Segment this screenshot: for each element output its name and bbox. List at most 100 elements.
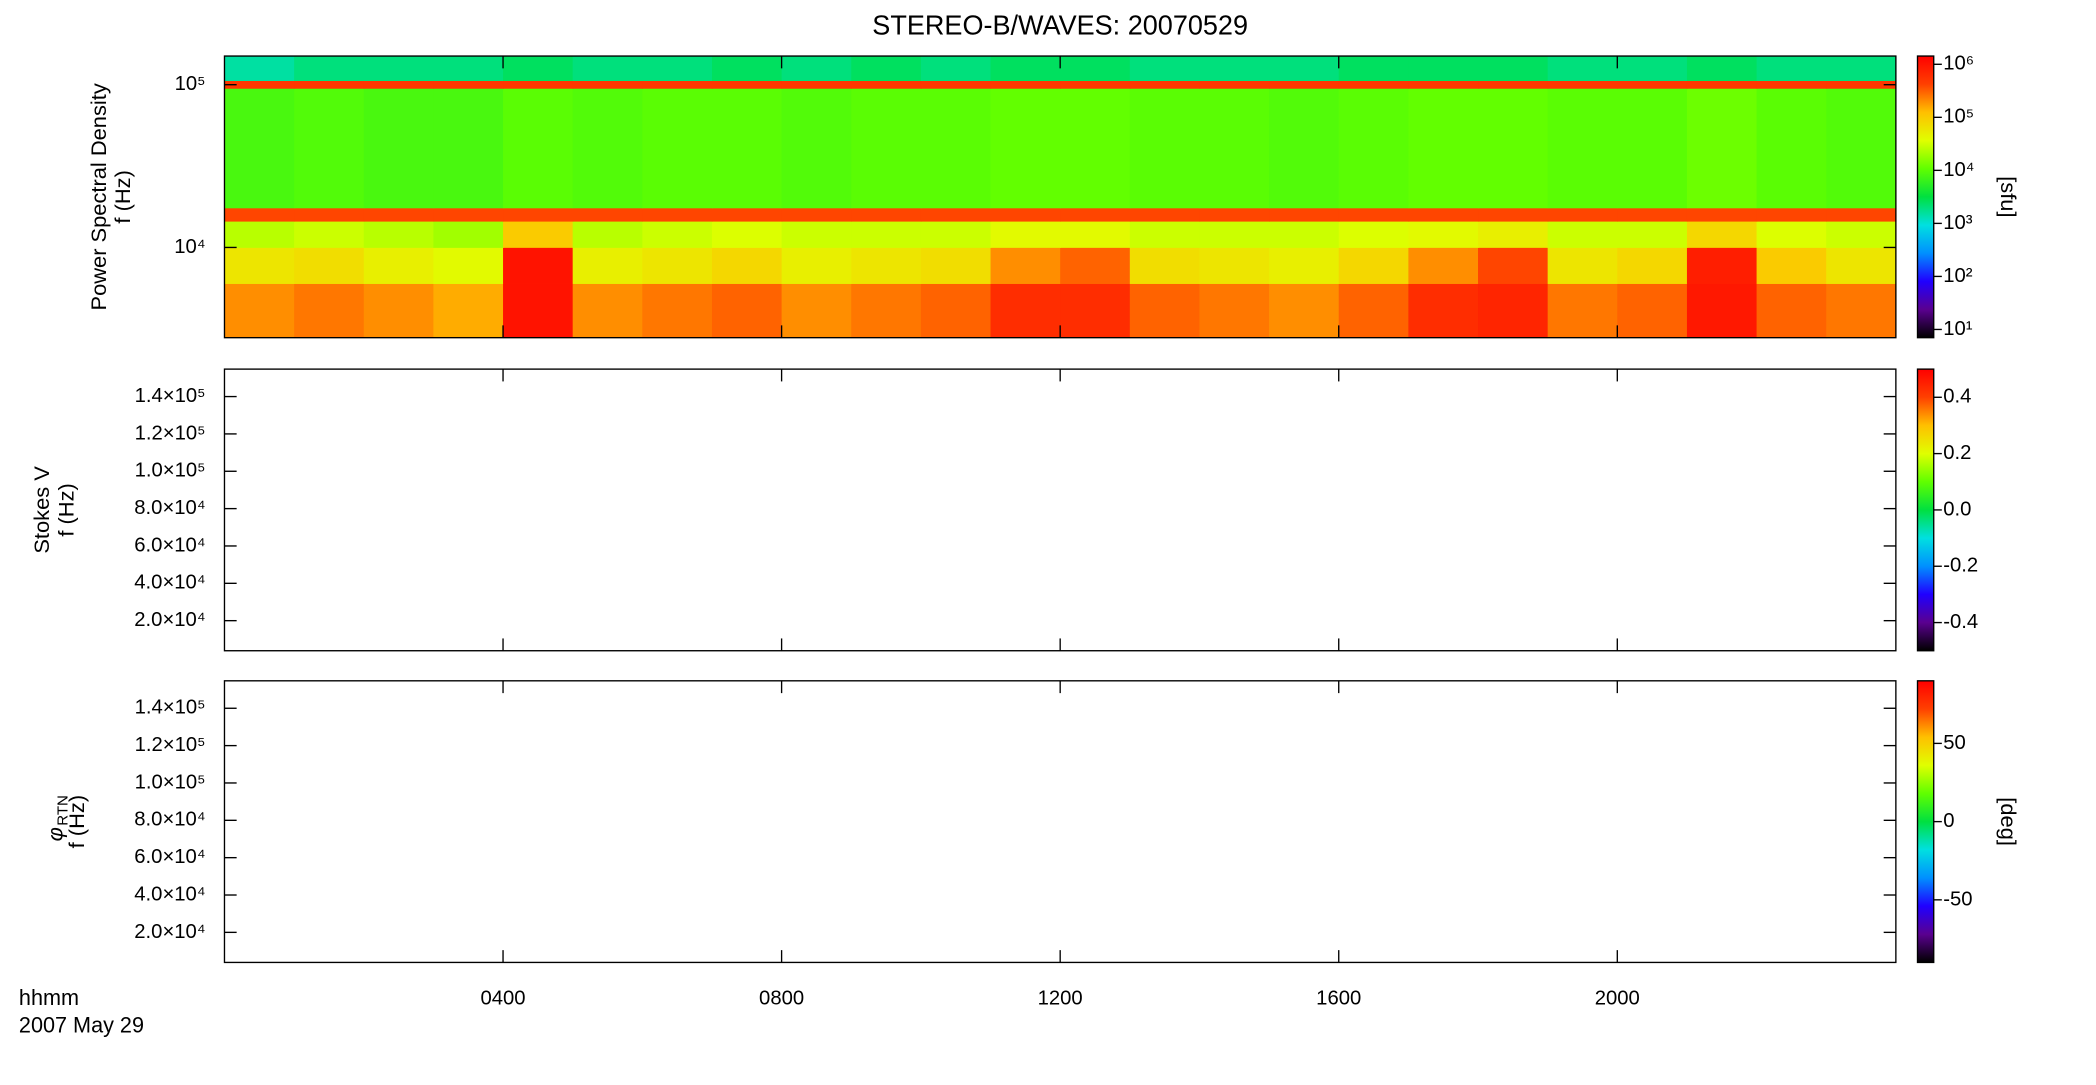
heatmap-cell: [1826, 247, 1897, 284]
x-tick-label: 0400: [480, 988, 525, 1010]
y-tick-label: 8.0×10⁴: [134, 809, 205, 831]
heatmap-cell: [642, 221, 713, 248]
heatmap-cell: [1338, 283, 1410, 339]
heatmap-cell: [363, 283, 435, 339]
heatmap-cell: [1547, 56, 1618, 81]
heatmap-cell: [1686, 207, 1758, 222]
heatmap-cell: [1686, 80, 1758, 89]
heatmap-cell: [572, 207, 643, 222]
heatmap-cell: [363, 80, 435, 89]
colorbar: [1916, 680, 1935, 964]
heatmap-cell: [1269, 80, 1340, 89]
heatmap-cell: [711, 88, 783, 209]
y-tick-label: 10⁵: [175, 73, 206, 95]
heatmap-cell: [1617, 207, 1688, 222]
heatmap-cell: [851, 207, 922, 222]
heatmap-cell: [1199, 80, 1270, 89]
heatmap-cell: [1826, 56, 1897, 81]
heatmap-cell: [1199, 247, 1270, 284]
heatmap-cell: [1547, 247, 1618, 284]
heatmap-cell: [503, 56, 574, 81]
heatmap-cell: [363, 221, 435, 248]
heatmap-cell: [1756, 88, 1827, 209]
heatmap-cell: [1478, 80, 1549, 89]
heatmap-cell: [503, 283, 574, 339]
heatmap-cell: [572, 283, 643, 339]
heatmap-cell: [224, 283, 295, 339]
heatmap-cell: [1129, 88, 1201, 209]
heatmap-cell: [572, 88, 643, 209]
heatmap-cell: [433, 283, 504, 339]
heatmap-cell: [920, 80, 992, 89]
heatmap-cell: [1686, 221, 1758, 248]
colorbar-tick-label: 10¹: [1943, 318, 1973, 340]
heatmap-cell: [1199, 207, 1270, 222]
heatmap-cell: [781, 80, 852, 89]
heatmap-cell: [1686, 56, 1758, 81]
heatmap-cell: [711, 283, 783, 339]
heatmap-cell: [1826, 221, 1897, 248]
heatmap-cell: [1478, 247, 1549, 284]
heatmap-cell: [781, 283, 852, 339]
heatmap-cell: [1269, 88, 1340, 209]
heatmap-cell: [1547, 221, 1618, 248]
heatmap-cell: [294, 207, 365, 222]
y-tick-label: 4.0×10⁴: [134, 572, 205, 594]
heatmap-cell: [1617, 283, 1688, 339]
heatmap-cell: [851, 88, 922, 209]
heatmap-cell: [503, 80, 574, 89]
heatmap-cell: [1617, 221, 1688, 248]
heatmap-cell: [711, 56, 783, 81]
heatmap-cell: [224, 207, 295, 222]
heatmap-cell: [1408, 247, 1479, 284]
heatmap-cell: [1826, 283, 1897, 339]
heatmap-cell: [1547, 283, 1618, 339]
heatmap-cell: [851, 283, 922, 339]
x-tick-label: 0800: [759, 988, 804, 1010]
y-axis-label-subscript: RTN: [55, 795, 72, 826]
heatmap-cell: [642, 88, 713, 209]
heatmap-cell: [711, 80, 783, 89]
colorbar-label: [deg]: [1996, 797, 2021, 846]
heatmap-cell: [1338, 221, 1410, 248]
heatmap-cell: [642, 247, 713, 284]
colorbar-tick-label: -50: [1943, 888, 1972, 910]
y-tick-label: 6.0×10⁴: [134, 846, 205, 868]
heatmap-cell: [1617, 247, 1688, 284]
y-tick-label: 1.4×10⁵: [135, 385, 206, 407]
colorbar-tick-label: -0.4: [1943, 611, 1978, 633]
chart-title: STEREO-B/WAVES: 20070529: [872, 9, 1248, 40]
heatmap-cell: [1129, 247, 1201, 284]
heatmap-cell: [990, 88, 1061, 209]
heatmap-cell: [1199, 88, 1270, 209]
heatmap-cell: [1686, 247, 1758, 284]
y-tick-label: 1.2×10⁵: [135, 734, 206, 756]
heatmap-cell: [294, 221, 365, 248]
heatmap-cell: [1478, 207, 1549, 222]
heatmap-cell: [920, 247, 992, 284]
heatmap-cell: [433, 80, 504, 89]
heatmap-cell: [224, 88, 295, 209]
y-tick-label: 1.2×10⁵: [135, 422, 206, 444]
heatmap-cell: [1060, 221, 1131, 248]
y-axis-label: f (Hz): [110, 170, 135, 223]
x-tick-label: 1200: [1038, 988, 1083, 1010]
heatmap-cell: [1338, 247, 1410, 284]
heatmap-cell: [1060, 80, 1131, 89]
heatmap-cell: [920, 283, 992, 339]
heatmap-cell: [363, 207, 435, 222]
heatmap-cell: [503, 247, 574, 284]
y-tick-label: 10⁴: [174, 236, 205, 258]
heatmap-cell: [1408, 283, 1479, 339]
heatmap-cell: [642, 283, 713, 339]
heatmap-cell: [990, 80, 1061, 89]
date-label: 2007 May 29: [19, 1012, 144, 1037]
heatmap-cell: [642, 207, 713, 222]
colorbar: [1916, 368, 1935, 652]
heatmap-cell: [363, 88, 435, 209]
y-axis-label: f (Hz): [64, 795, 89, 848]
x-tick-label: 1600: [1316, 988, 1361, 1010]
heatmap-cell: [1199, 283, 1270, 339]
heatmap-cell: [1478, 56, 1549, 81]
